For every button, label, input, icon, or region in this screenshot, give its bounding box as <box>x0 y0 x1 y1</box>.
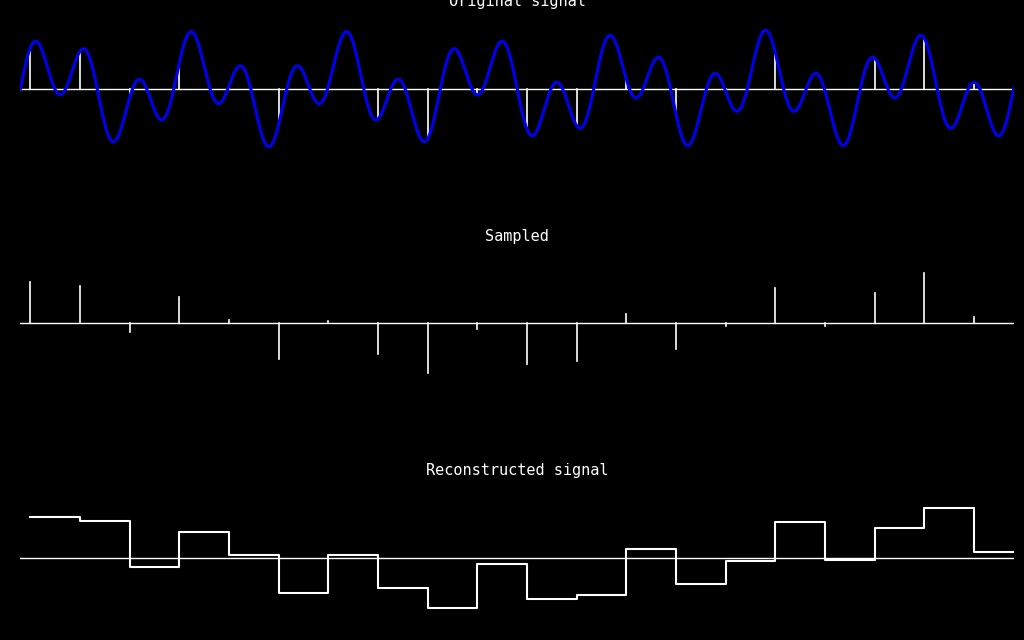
Title: Reconstructed signal: Reconstructed signal <box>426 463 608 478</box>
Title: Original signal: Original signal <box>449 0 586 9</box>
Title: Sampled: Sampled <box>485 228 549 244</box>
